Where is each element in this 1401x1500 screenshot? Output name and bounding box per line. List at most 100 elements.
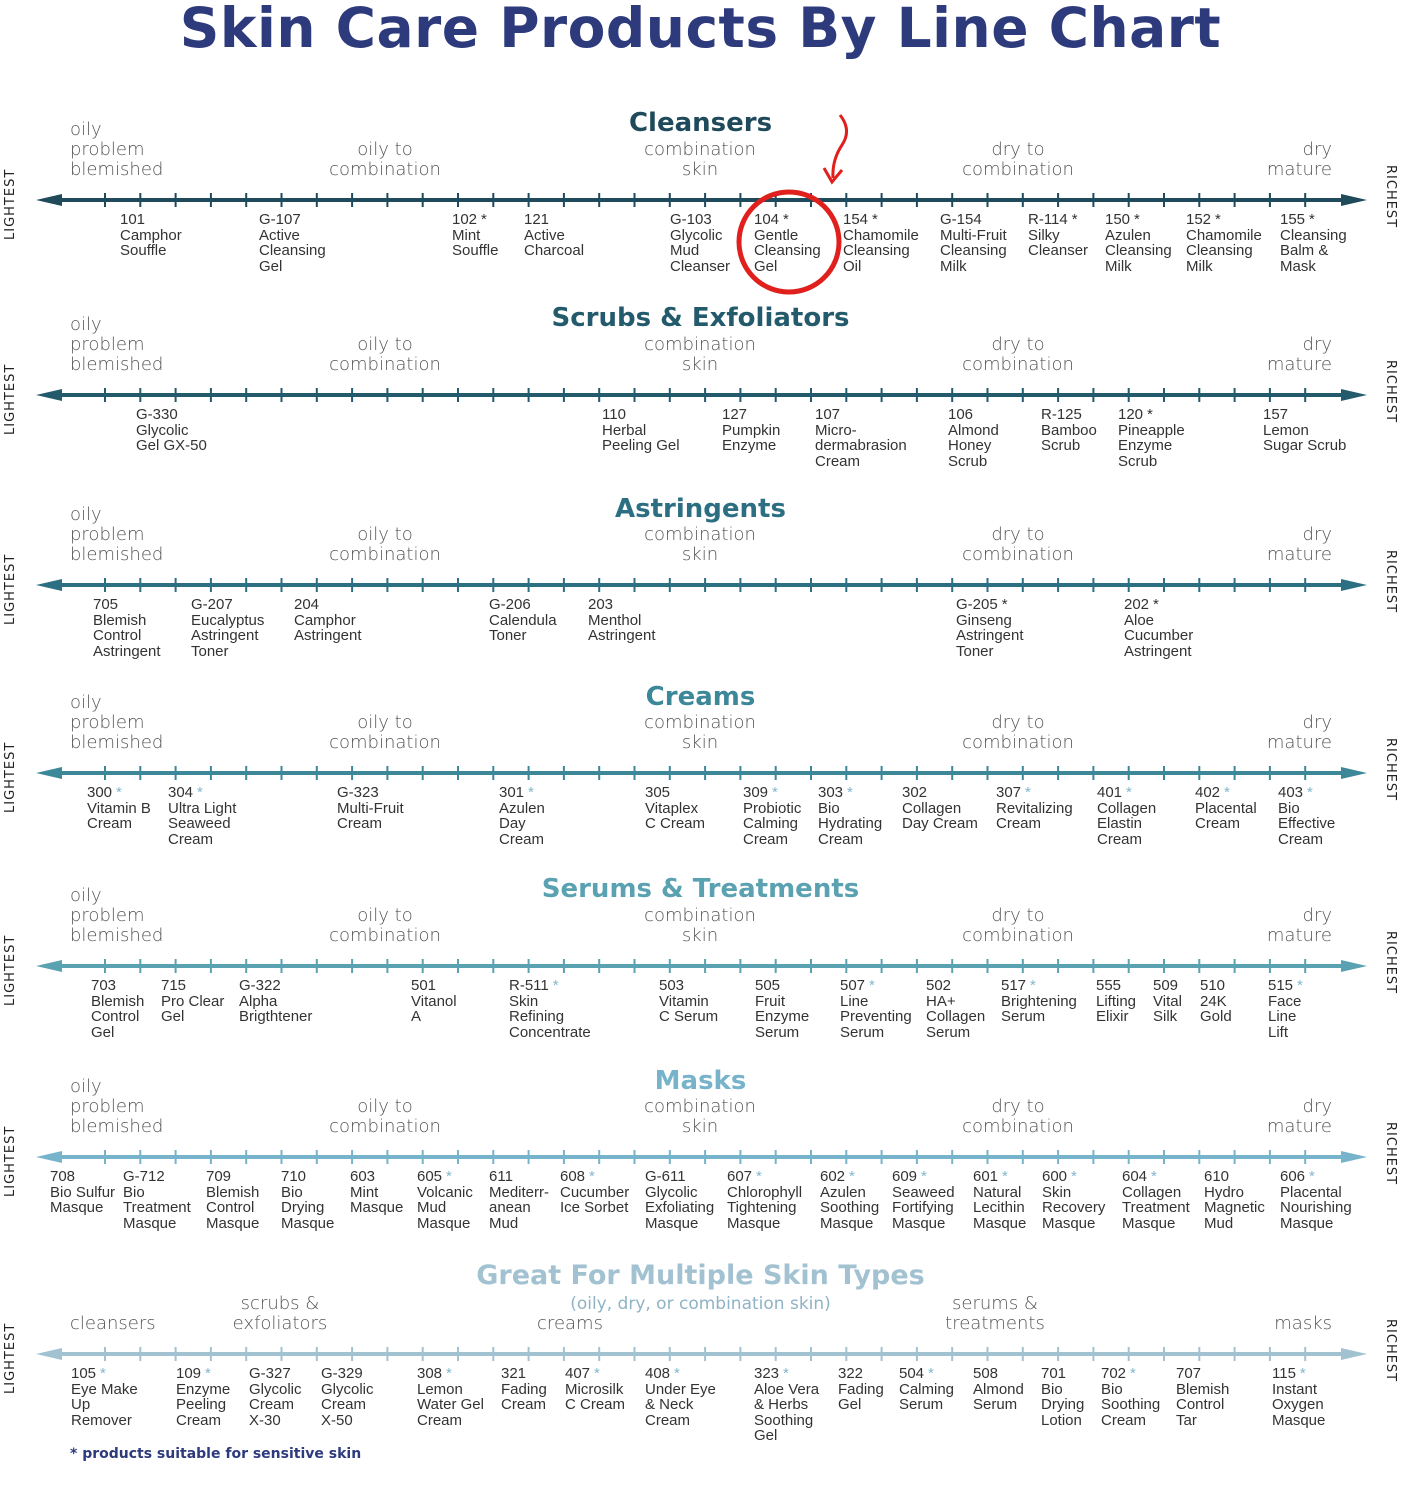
- category-label: cleansers: [70, 1313, 156, 1334]
- product-item: 304 * Ultra Light Seaweed Cream: [168, 785, 236, 847]
- arrow-right-icon: [1341, 389, 1367, 401]
- product-item: 708 Bio Sulfur Masque: [50, 1169, 115, 1216]
- product-code: 709: [206, 1169, 259, 1185]
- product-name: Chamomile Cleansing Oil: [843, 226, 919, 275]
- product-code: 715: [161, 978, 224, 994]
- product-code: G-329: [321, 1366, 374, 1382]
- product-code: 152 *: [1186, 212, 1262, 228]
- product-item: 204 Camphor Astringent: [294, 597, 362, 644]
- product-code: 601 *: [973, 1169, 1026, 1185]
- sensitive-skin-star-icon: *: [1002, 1168, 1008, 1185]
- product-code: 109 *: [176, 1366, 230, 1382]
- product-code: 110: [602, 407, 680, 423]
- product-code-text: 115: [1272, 1365, 1296, 1382]
- product-code: 155 *: [1280, 212, 1347, 228]
- product-item: 607 * Chlorophyll Tightening Masque: [727, 1169, 802, 1231]
- product-item: 606 * Placental Nourishing Masque: [1280, 1169, 1352, 1231]
- sensitive-skin-star-icon: *: [849, 1168, 855, 1185]
- product-code: 408 *: [645, 1366, 716, 1382]
- product-code-text: G-611: [645, 1168, 686, 1185]
- product-code: 204: [294, 597, 362, 613]
- product-code-text: 502: [926, 977, 952, 994]
- product-code: 707: [1176, 1366, 1229, 1382]
- sensitive-skin-star-icon: *: [1224, 784, 1230, 801]
- product-name: Ginseng Astringent Toner: [956, 611, 1024, 660]
- highlight-overlay: [736, 114, 848, 295]
- arrow-left-icon: [36, 1151, 62, 1163]
- product-code: 105 *: [71, 1366, 138, 1382]
- product-code-text: 501: [411, 977, 437, 994]
- product-item: 107 Micro- dermabrasion Cream: [815, 407, 907, 469]
- product-item: 109 * Enzyme Peeling Cream: [176, 1366, 230, 1428]
- skin-label-oily: oily problem blemished: [70, 504, 164, 565]
- product-name: Enzyme Peeling Cream: [176, 1380, 231, 1429]
- product-code-text: 604: [1122, 1168, 1148, 1185]
- product-code: 501: [411, 978, 457, 994]
- product-item: 110 Herbal Peeling Gel: [602, 407, 680, 454]
- arrow-right-icon: [1341, 579, 1367, 591]
- sensitive-skin-star-icon: *: [772, 784, 778, 801]
- product-name: Pineapple Enzyme Scrub: [1118, 421, 1185, 470]
- product-name: Instant Oxygen Masque: [1272, 1380, 1326, 1429]
- sensitive-skin-star-icon: *: [1130, 1365, 1136, 1382]
- product-code-text: 608: [560, 1168, 586, 1185]
- product-code-text: 503: [659, 977, 685, 994]
- product-name: Mint Masque: [350, 1183, 404, 1216]
- product-code: 302: [902, 785, 978, 801]
- product-code-text: 110: [602, 406, 626, 423]
- product-item: 101 Camphor Souffle: [120, 212, 182, 259]
- product-item: 609 * Seaweed Fortifying Masque: [892, 1169, 955, 1231]
- product-name: Multi-Fruit Cream: [337, 799, 404, 832]
- sensitive-skin-star-icon: *: [1307, 784, 1313, 801]
- product-item: 115 * Instant Oxygen Masque: [1272, 1366, 1325, 1428]
- skin-label-oily-combination: oily to combination: [329, 139, 441, 180]
- product-code: 509: [1153, 978, 1182, 994]
- product-code-text: 402: [1195, 784, 1221, 801]
- product-code-text: 301: [499, 784, 525, 801]
- product-code: 202 *: [1124, 597, 1193, 613]
- product-code: 710: [281, 1169, 334, 1185]
- product-code: 705: [93, 597, 161, 613]
- product-code: G-205 *: [956, 597, 1024, 613]
- product-name: Mint Souffle: [452, 226, 499, 259]
- section-title: Great For Multiple Skin Types: [476, 1260, 925, 1291]
- product-code-text: 300: [87, 784, 113, 801]
- skin-label-combination: combination skin: [644, 712, 756, 753]
- product-item: 307 * Revitalizing Cream: [996, 785, 1073, 832]
- sensitive-skin-star-icon: *: [1151, 1168, 1157, 1185]
- product-item: R-125 Bamboo Scrub: [1041, 407, 1097, 454]
- product-item: 323 * Aloe Vera & Herbs Soothing Gel: [754, 1366, 819, 1444]
- product-code: G-107: [259, 212, 326, 228]
- product-item: 515 * Face Line Lift: [1268, 978, 1303, 1040]
- product-item: 120 * Pineapple Enzyme Scrub: [1118, 407, 1185, 469]
- arrow-right-icon: [1341, 1348, 1367, 1360]
- product-name: Cucumber Ice Sorbet: [560, 1183, 630, 1216]
- product-code: R-125: [1041, 407, 1097, 423]
- product-item: 715 Pro Clear Gel: [161, 978, 224, 1025]
- product-item: G-611 Glycolic Exfoliating Masque: [645, 1169, 714, 1231]
- product-code-text: 611: [489, 1168, 513, 1185]
- arrow-left-icon: [36, 960, 62, 972]
- product-name: Mediterr- anean Mud: [489, 1183, 550, 1232]
- arrow-right-icon: [1341, 1151, 1367, 1163]
- sensitive-skin-star-icon: *: [783, 1365, 789, 1382]
- product-name: Glycolic Exfoliating Masque: [645, 1183, 715, 1232]
- product-code: G-103: [670, 212, 730, 228]
- category-label: creams: [537, 1313, 603, 1334]
- skin-label-oily-combination: oily to combination: [329, 524, 441, 565]
- product-name: Cleansing Balm & Mask: [1280, 226, 1347, 275]
- product-code-text: 517: [1001, 977, 1027, 994]
- product-code-text: 321: [501, 1365, 527, 1382]
- product-code-text: 104: [754, 211, 780, 228]
- spectrum-axis: [36, 959, 1367, 973]
- footnote: * products suitable for sensitive skin: [70, 1446, 362, 1462]
- product-name: Azulen Day Cream: [499, 799, 545, 848]
- product-code: 402 *: [1195, 785, 1257, 801]
- product-code: 401 *: [1097, 785, 1156, 801]
- product-name: Bio Drying Lotion: [1041, 1380, 1085, 1429]
- product-item: 150 * Azulen Cleansing Milk: [1105, 212, 1172, 274]
- product-name: Eye Make Up Remover: [71, 1380, 138, 1429]
- arrow-right-icon: [1341, 960, 1367, 972]
- sensitive-skin-star-icon: *: [1025, 784, 1031, 801]
- product-item: G-206 Calendula Toner: [489, 597, 557, 644]
